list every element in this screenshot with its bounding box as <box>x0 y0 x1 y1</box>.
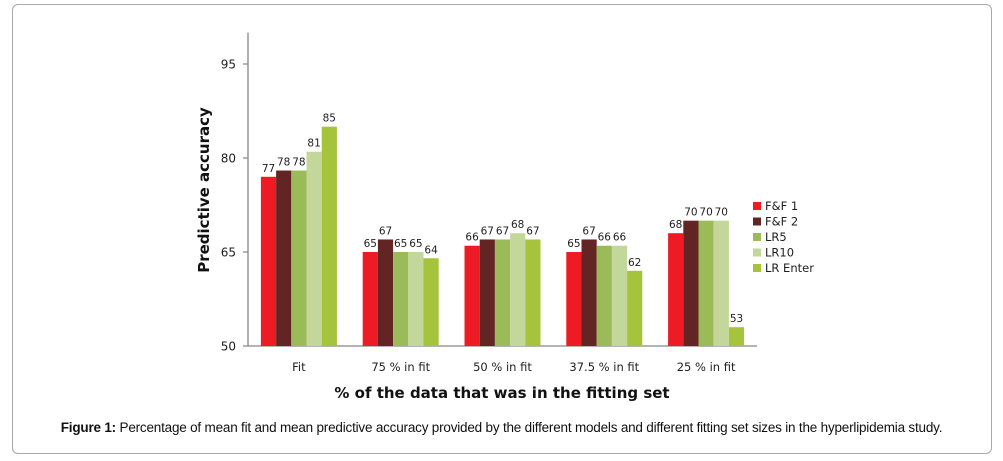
bar <box>362 252 378 346</box>
category-label: 25 % in fit <box>677 360 736 374</box>
bar <box>627 270 643 346</box>
data-label: 66 <box>613 232 627 244</box>
data-label: 68 <box>511 219 524 231</box>
data-label: 81 <box>307 138 320 150</box>
bar <box>408 252 424 346</box>
bar <box>668 233 684 346</box>
data-label: 78 <box>292 157 305 169</box>
figure-frame <box>12 4 992 454</box>
bar <box>581 239 597 346</box>
bar <box>479 239 495 346</box>
data-label: 62 <box>628 257 641 269</box>
data-label: 67 <box>496 225 509 237</box>
bar <box>464 245 480 346</box>
caption-text: Percentage of mean fit and mean predicti… <box>115 420 943 435</box>
bars <box>260 126 745 347</box>
data-label: 70 <box>715 207 728 219</box>
data-label: 65 <box>409 238 422 250</box>
bar <box>260 176 277 346</box>
bar <box>423 258 439 346</box>
bar <box>713 220 729 346</box>
bar <box>276 170 292 346</box>
data-label: 67 <box>582 225 595 237</box>
data-label: 67 <box>481 225 494 237</box>
bar <box>291 170 307 346</box>
data-label: 67 <box>526 225 539 237</box>
data-label: 70 <box>699 207 712 219</box>
legend-label: LR10 <box>765 246 794 260</box>
bar <box>611 245 628 346</box>
data-label: 66 <box>465 232 479 244</box>
data-label: 66 <box>598 232 612 244</box>
bar <box>683 220 699 346</box>
figure-caption: Figure 1: Percentage of mean fit and mea… <box>0 420 1003 435</box>
legend-swatch <box>753 217 761 226</box>
bar <box>728 327 745 346</box>
legend-swatch <box>753 233 761 241</box>
y-tick-label: 50 <box>221 340 236 354</box>
bar <box>525 239 541 346</box>
y-tick-label: 65 <box>221 246 236 260</box>
bar <box>596 245 612 346</box>
category-labels: Fit 75 % in fit 50 % in fit 37.5 % in fit 25… <box>292 360 736 374</box>
data-label: 64 <box>424 244 438 256</box>
category-label: Fit <box>292 360 306 374</box>
bar <box>393 252 409 346</box>
legend-label: F&F 1 <box>765 199 798 213</box>
legend-swatch <box>753 264 761 272</box>
data-label: 78 <box>277 157 290 169</box>
category-label: 75 % in fit <box>371 360 430 374</box>
data-label: 65 <box>567 238 580 250</box>
category-label: 50 % in fit <box>473 360 532 374</box>
bar <box>510 233 526 346</box>
data-label: 85 <box>323 113 336 125</box>
legend-label: LR Enter <box>765 261 814 275</box>
data-label: 65 <box>394 238 407 250</box>
bar <box>306 151 322 346</box>
data-label: 77 <box>262 163 275 175</box>
data-label: 53 <box>730 313 743 325</box>
data-label: 68 <box>669 219 682 231</box>
legend-label: F&F 2 <box>765 215 798 229</box>
legend-label: LR5 <box>765 230 787 244</box>
data-label: 70 <box>684 207 697 219</box>
caption-label: Figure 1: <box>60 420 116 435</box>
y-tick-label: 95 <box>221 58 236 72</box>
data-label: 67 <box>379 225 392 237</box>
bar <box>494 239 511 346</box>
y-axis-title: Predictive accuracy <box>195 107 213 273</box>
legend-swatch <box>753 202 761 210</box>
bar <box>698 220 714 346</box>
legend-swatch <box>753 248 761 257</box>
x-axis-title: % of the data that was in the fitting se… <box>334 384 669 402</box>
bar <box>321 126 337 347</box>
y-tick-label: 80 <box>221 152 236 166</box>
category-label: 37.5 % in fit <box>569 360 639 374</box>
bar <box>566 252 582 346</box>
bar <box>377 239 394 346</box>
data-label: 65 <box>364 238 377 250</box>
